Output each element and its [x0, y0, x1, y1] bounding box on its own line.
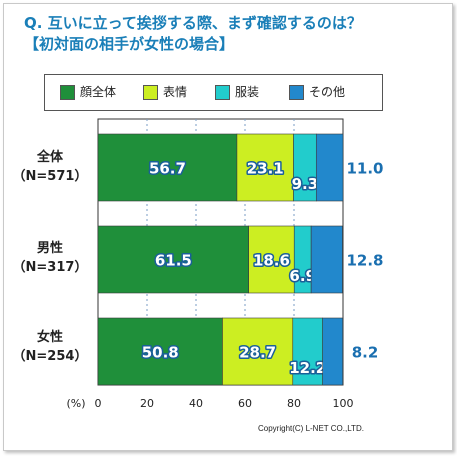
- legend-item-face: 顔全体: [60, 84, 116, 100]
- chart-subtitle: 【初対面の相手が女性の場合】: [24, 35, 235, 53]
- legend-label-expression: 表情: [163, 85, 188, 99]
- bar-expression-1: [248, 225, 295, 294]
- value-label-clothing-0: 9.3: [292, 175, 319, 193]
- bar-other-1: [310, 225, 343, 294]
- row-label-female: 女性 （N=254）: [10, 328, 90, 366]
- legend-swatch-clothing: [215, 84, 230, 100]
- bar-other-0: [315, 133, 344, 202]
- legend-item-clothing: 服装: [215, 84, 259, 100]
- row-name-male: 男性: [36, 241, 63, 256]
- value-label-expression-1: 18.6: [253, 252, 290, 270]
- legend-item-expression: 表情: [143, 84, 187, 100]
- row-n-all: （N=571）: [12, 169, 88, 184]
- row-n-female: （N=254）: [12, 349, 88, 364]
- value-label-expression-0: 23.1: [247, 160, 284, 178]
- legend-label-face: 顔全体: [80, 85, 117, 99]
- legend: 顔全体 表情 服装 その他: [44, 74, 383, 111]
- value-label-face-2: 50.8: [142, 344, 179, 362]
- row-label-male: 男性 （N=317）: [10, 239, 90, 277]
- row-n-male: （N=317）: [12, 260, 88, 275]
- x-tick-label-80: 80: [287, 397, 301, 410]
- value-label-expression-2: 28.7: [239, 344, 276, 362]
- x-unit-label: (%): [66, 397, 85, 410]
- legend-label-other: その他: [309, 85, 346, 99]
- x-tick-label-40: 40: [189, 397, 203, 410]
- x-tick-label-60: 60: [238, 397, 252, 410]
- value-label-face-1: 61.5: [155, 252, 192, 270]
- row-name-female: 女性: [36, 330, 63, 345]
- x-tick-label-100: 100: [333, 397, 354, 410]
- x-tick-label-20: 20: [140, 397, 154, 410]
- copyright: Copyright(C) L-NET CO.,LTD.: [258, 424, 364, 433]
- row-label-all: 全体 （N=571）: [10, 148, 90, 186]
- bar-expression-2: [222, 317, 294, 386]
- legend-item-other: その他: [289, 84, 345, 100]
- bar-face-2: [97, 317, 223, 386]
- value-label-clothing-1: 6.9: [289, 267, 316, 285]
- bar-other-2: [322, 317, 344, 386]
- legend-label-clothing: 服装: [235, 85, 260, 99]
- legend-swatch-expression: [143, 84, 158, 100]
- legend-swatch-other: [289, 84, 304, 100]
- value-label-face-0: 56.7: [149, 160, 186, 178]
- bar-expression-0: [236, 133, 294, 202]
- value-label-other-2: 8.2: [352, 344, 379, 362]
- value-label-other-1: 12.8: [346, 252, 383, 270]
- chart-title: Q. 互いに立って挨拶する際、まず確認するのは？: [24, 14, 362, 32]
- bar-face-1: [97, 225, 249, 294]
- x-tick-label-0: 0: [95, 397, 102, 410]
- legend-swatch-face: [60, 84, 75, 100]
- value-label-clothing-2: 12.2: [289, 359, 326, 377]
- row-name-all: 全体: [36, 150, 63, 165]
- bar-clothing-2: [292, 317, 323, 386]
- value-label-other-0: 11.0: [346, 160, 383, 178]
